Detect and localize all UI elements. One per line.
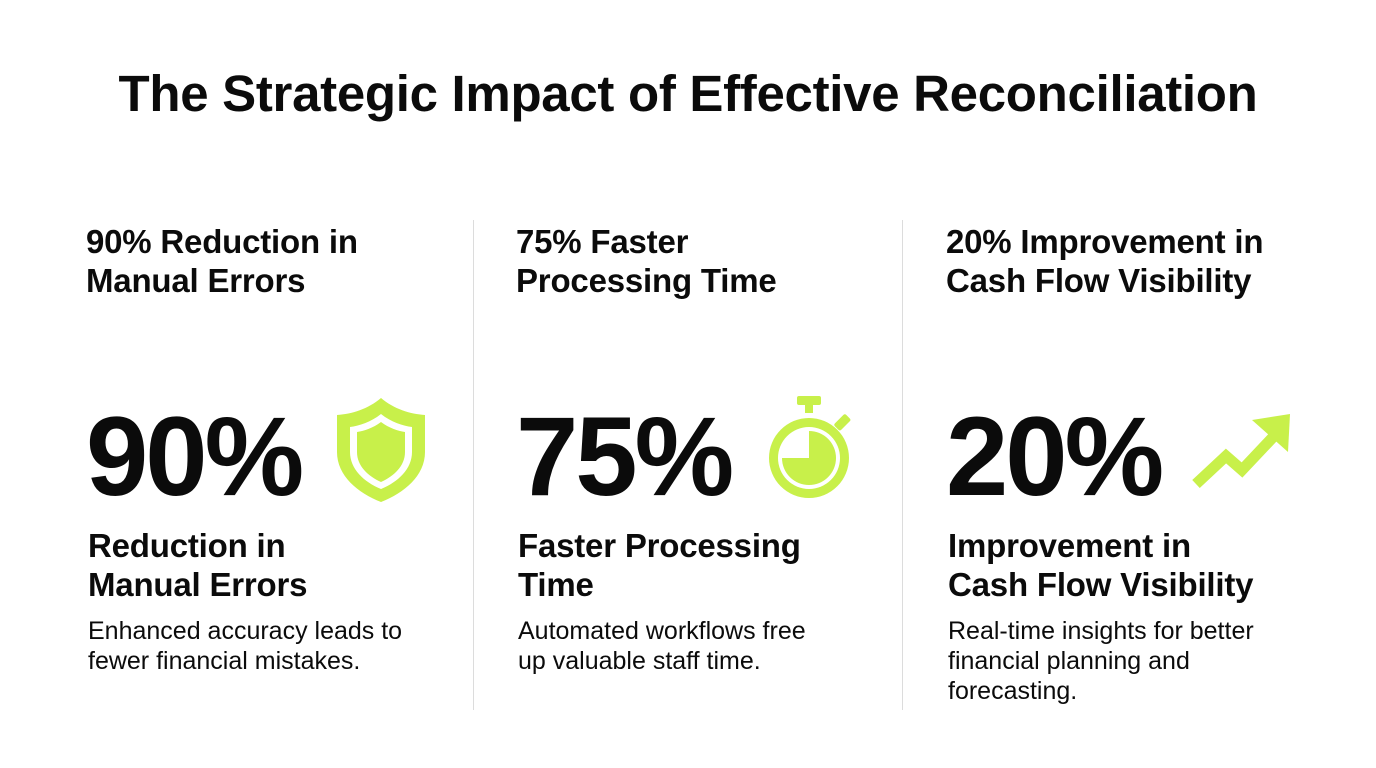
stat-value: 90% [86,394,304,519]
card-heading: 90% Reduction in Manual Errors [86,223,358,299]
stat-description: Real-time insights for better financial … [948,617,1254,705]
column-divider-2 [902,220,903,710]
shield-icon [337,398,425,502]
card-heading: 20% Improvement in Cash Flow Visibility [946,223,1264,299]
stat-description: Automated workflows free up valuable sta… [518,617,806,675]
stat-value: 75% [516,394,734,519]
page-title: The Strategic Impact of Effective Reconc… [118,65,1258,122]
stat-card-processing: 75% Faster Processing Time 75% Faster Pr… [516,220,916,720]
stat-card-cash-flow: 20% Improvement in Cash Flow Visibility … [946,220,1346,720]
stat-value: 20% [946,394,1164,519]
stat-description: Enhanced accuracy leads to fewer financi… [88,617,403,675]
card-heading: 75% Faster Processing Time [516,223,777,299]
trending-up-arrow-icon [1192,414,1290,489]
stat-subheading: Reduction in Manual Errors [88,527,308,603]
column-divider-1 [473,220,474,710]
stopwatch-icon [769,396,851,498]
stat-subheading: Improvement in Cash Flow Visibility [948,527,1254,603]
stat-subheading: Faster Processing Time [518,527,801,603]
stat-card-errors: 90% Reduction in Manual Errors 90% Reduc… [86,220,486,720]
